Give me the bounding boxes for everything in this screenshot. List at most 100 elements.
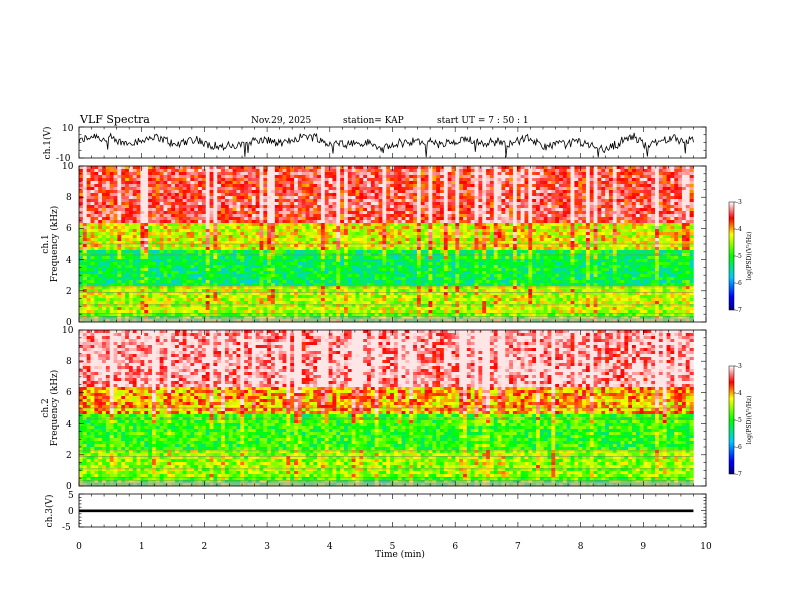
ch1-spec-cell	[90, 202, 95, 206]
ch1-spec-cell	[505, 220, 510, 224]
ch1-spec-cell	[194, 220, 199, 224]
ch1-spec-cell	[305, 208, 310, 212]
ch1-spec-cell	[336, 205, 341, 209]
ch1-spec-cell	[144, 250, 149, 254]
ch1-spec-cell	[489, 226, 495, 230]
ch1-spec-cell	[432, 244, 437, 248]
ch1-spec-cell	[370, 178, 376, 182]
ch1-spec-cell	[182, 187, 187, 191]
ch1-spec-cell	[105, 238, 111, 242]
ch1-spec-cell	[305, 202, 310, 206]
ch1-spec-cell	[94, 199, 99, 203]
ch1-spec-cell	[616, 196, 621, 200]
ch1-spec-cell	[236, 181, 241, 185]
ch1-spec-cell	[190, 244, 195, 248]
ch1-spec-cell	[128, 256, 134, 260]
ch1-spec-cell	[209, 208, 214, 212]
ch1-spec-cell	[294, 226, 299, 230]
ch1-spec-cell	[332, 226, 337, 230]
ch1-spec-cell	[167, 178, 172, 182]
ch1-spec-cell	[167, 244, 172, 248]
ch1-spec-cell	[113, 190, 118, 194]
ch1-spec-cell	[305, 232, 310, 236]
ch1-spec-cell	[643, 181, 648, 185]
ch1-spec-cell	[524, 199, 529, 203]
ch1-spec-cell	[282, 199, 287, 203]
ch1-spec-cell	[390, 187, 395, 191]
ch1-spec-cell	[528, 199, 533, 203]
ch1-spec-cell	[532, 169, 537, 173]
ch1-spec-cell	[125, 211, 130, 215]
ch1-spec-cell	[194, 181, 199, 185]
ch1-spec-cell	[121, 184, 126, 188]
ch1-spec-cell	[332, 217, 337, 221]
ch1-spec-cell	[198, 166, 203, 170]
ch1-spec-cell	[689, 175, 694, 179]
ch1-spec-cell	[274, 247, 279, 251]
ch1-spec-cell	[267, 241, 272, 245]
ch1-spec-cell	[205, 178, 210, 182]
ch1-spec-cell	[336, 244, 341, 248]
ch1-spec-cell	[98, 205, 103, 209]
ch1-spec-cell	[409, 226, 414, 230]
ch1-spec-cell	[424, 193, 429, 197]
ch1-spec-cell	[639, 205, 644, 209]
ch1-spec-cell	[436, 205, 441, 209]
ch1-spec-cell	[290, 175, 295, 179]
ch1-spec-cell	[632, 193, 637, 197]
ch1-spec-cell	[182, 232, 187, 236]
ch1-spec-cell	[132, 250, 137, 254]
ch1-spec-cell	[209, 196, 214, 200]
ch1-spec-cell	[605, 244, 610, 248]
ch1-spec-cell	[505, 193, 510, 197]
ch1-spec-cell	[186, 190, 191, 194]
ch1-spec-cell	[463, 238, 468, 242]
ch1-spec-cell	[532, 232, 537, 236]
ch1-spec-cell	[512, 232, 518, 236]
ch1-spec-cell	[121, 226, 126, 230]
ch1-spec-cell	[247, 208, 253, 212]
ch1-spec-cell	[251, 202, 256, 206]
ch1-spec-cell	[347, 178, 352, 182]
ch1-spec-cell	[432, 193, 437, 197]
ch1-spec-cell	[451, 214, 456, 218]
ch1-spec-cell	[201, 169, 207, 173]
ch1-spec-cell	[109, 172, 114, 176]
ch1-spec-cell	[382, 250, 387, 254]
ch1-spec-cell	[432, 190, 437, 194]
ch1-spec-cell	[551, 187, 556, 191]
ch1-spec-cell	[658, 217, 664, 221]
ch1-spec-cell	[228, 172, 233, 176]
ch1-spec-cell	[278, 208, 283, 212]
ch1-spec-cell	[98, 178, 103, 182]
ch1-spec-cell	[328, 199, 333, 203]
ch1-spec-cell	[681, 193, 687, 197]
ch1-spec-cell	[651, 187, 656, 191]
ch1-spec-cell	[405, 220, 410, 224]
ch1-spec-cell	[543, 172, 548, 176]
ch1-spec-cell	[428, 172, 433, 176]
ch1-spec-cell	[86, 190, 91, 194]
ch1-spec-cell	[574, 166, 579, 170]
ch1-spec-cell	[148, 235, 153, 239]
ch1-spec-cell	[601, 181, 606, 185]
ch1-spec-cell	[543, 220, 548, 224]
ch1-spec-cell	[117, 169, 122, 173]
ch1-spec-cell	[367, 244, 372, 248]
ch1-spec-cell	[251, 220, 256, 224]
ch1-spec-cell	[528, 214, 533, 218]
ch1-spec-cell	[247, 169, 253, 173]
ch1-spec-cell	[163, 178, 168, 182]
ch1-spec-cell	[90, 187, 95, 191]
ch1-spec-cell	[463, 247, 468, 251]
ch1-spec-cell	[370, 214, 376, 218]
ch1-spec-cell	[543, 217, 548, 221]
ch1-spec-cell	[397, 196, 402, 200]
ch1-spec-cell	[178, 223, 183, 227]
ch1-spec-cell	[405, 184, 410, 188]
ch1-spec-cell	[501, 211, 506, 215]
ch1-spec-cell	[297, 211, 303, 215]
ch1-spec-cell	[689, 193, 694, 197]
ch1-spec-cell	[271, 229, 276, 233]
ch1-spec-cell	[497, 172, 502, 176]
